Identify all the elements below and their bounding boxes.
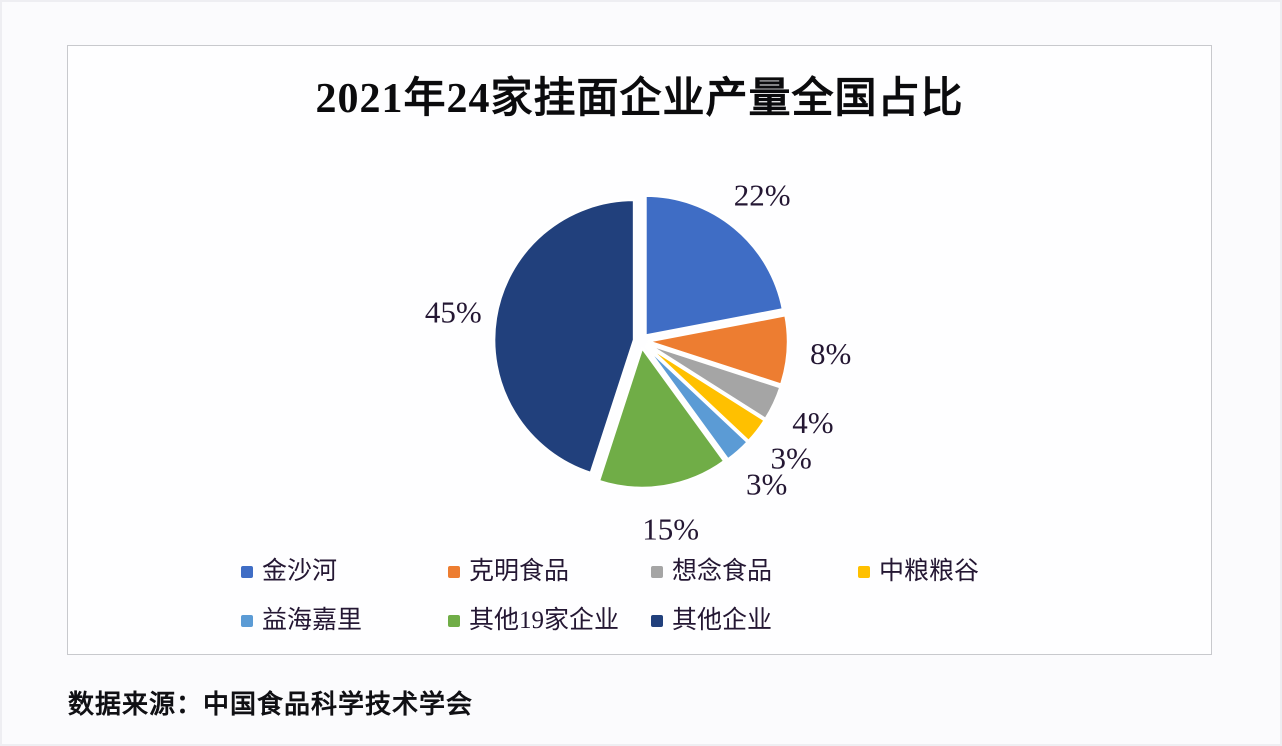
legend-label: 中粮粮谷 <box>879 558 980 585</box>
pie-label-0: 22% <box>734 178 791 213</box>
legend-marker-icon <box>448 615 460 627</box>
source-note: 数据来源：中国食品科学技术学会 <box>68 690 474 719</box>
legend-marker-icon <box>651 566 663 578</box>
pie-label-4: 3% <box>746 467 787 502</box>
pie-label-3: 3% <box>770 440 811 475</box>
chart-title: 2021年24家挂面企业产量全国占比 <box>315 76 964 122</box>
pie-slice-6 <box>492 198 636 475</box>
legend-item-3: 中粮粮谷 <box>858 557 979 587</box>
legend-item-1: 克明食品 <box>448 557 569 587</box>
legend-item-6: 其他企业 <box>651 606 772 636</box>
pie-slice-0 <box>644 194 785 337</box>
chart-panel: 2021年24家挂面企业产量全国占比 22% 8% 4% 3% 3% 15% 45% 金沙河… <box>67 45 1212 655</box>
legend-label: 益海嘉里 <box>262 607 363 634</box>
legend-item-2: 想念食品 <box>651 557 772 587</box>
legend-item-4: 益海嘉里 <box>241 606 362 636</box>
pie-slice-2 <box>646 342 782 421</box>
pie-slice-1 <box>646 313 790 386</box>
legend-label: 克明食品 <box>469 558 570 585</box>
pie-slice-3 <box>645 344 766 443</box>
pie-slice-5 <box>597 346 726 490</box>
legend-marker-icon <box>448 566 460 578</box>
legend-label: 其他企业 <box>672 607 773 634</box>
legend-item-5: 其他19家企业 <box>448 606 619 636</box>
legend-label: 金沙河 <box>262 558 338 585</box>
legend-marker-icon <box>241 615 253 627</box>
legend-marker-icon <box>241 566 253 578</box>
legend-label: 其他19家企业 <box>469 607 620 634</box>
legend-marker-icon <box>651 615 663 627</box>
legend-item-0: 金沙河 <box>241 557 337 587</box>
pie-label-1: 8% <box>810 336 851 371</box>
pie-label-2: 4% <box>792 405 833 440</box>
pie-label-5: 15% <box>642 512 699 546</box>
pie-label-6: 45% <box>425 294 482 329</box>
legend-marker-icon <box>858 566 870 578</box>
legend-label: 想念食品 <box>672 558 773 585</box>
pie-chart: 22% 8% 4%3%3% 15% 45% <box>425 178 851 546</box>
pie-slice-4 <box>644 345 749 461</box>
